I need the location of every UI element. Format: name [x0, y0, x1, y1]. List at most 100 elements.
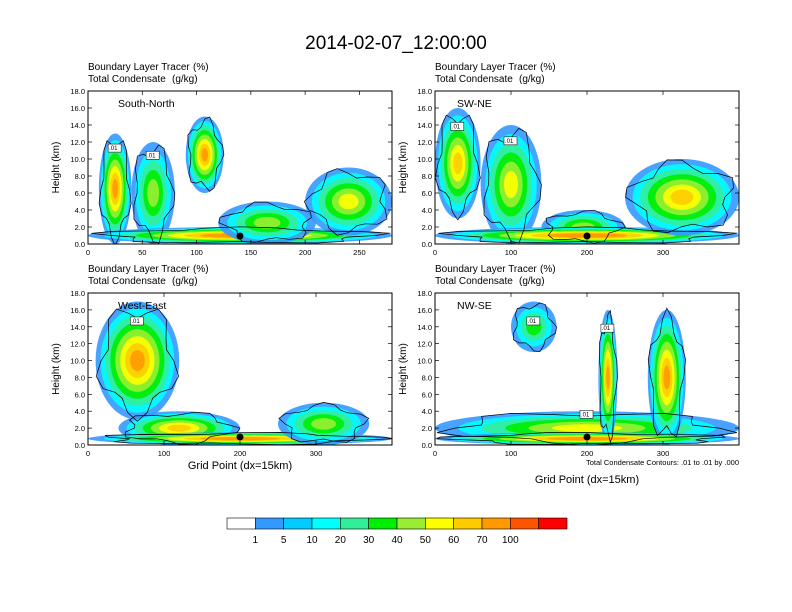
- y-axis: 0.0 2.0 4.0 6.0 8.0 10.0 12.0 14.0 16.0 18.0 Heigh…: [51, 289, 392, 450]
- x-axis-title: Grid Point (dx=15km): [535, 474, 639, 486]
- tracer-blob: [112, 179, 119, 199]
- y-tick-label: 8.0: [422, 373, 432, 382]
- tracer-blob: [167, 424, 192, 432]
- contour-label-box: [579, 410, 594, 419]
- panel-label: South-North: [118, 98, 175, 110]
- colorbar-swatch: [481, 517, 511, 530]
- tracer-blob: [311, 418, 337, 430]
- condensate-contour-line: [303, 168, 388, 236]
- panel-header: Boundary Layer Tracer (%) Total Condensate…: [88, 62, 209, 85]
- y-tick-label: 18.0: [417, 289, 432, 298]
- y-tick-label: 16.0: [417, 306, 432, 315]
- condensate-contour-line: [98, 140, 132, 244]
- colorbar-label: 1: [253, 535, 259, 546]
- contour-label: .01: [452, 124, 461, 130]
- panel-header: Boundary Layer Tracer (%) Total Condensate…: [435, 62, 556, 85]
- colorbar-label: 20: [335, 535, 347, 546]
- field-2-label: Total Condensate: [88, 276, 166, 287]
- panel-header: Boundary Layer Tracer (%) Total Condensate…: [88, 264, 209, 287]
- colorbar-swatch: [425, 517, 454, 530]
- panels-group: Boundary Layer Tracer (%)Total Condensate…: [51, 62, 740, 486]
- tracer-blob: [253, 216, 281, 229]
- y-tick-label: 18.0: [70, 289, 85, 298]
- condensate-contour-line: [124, 411, 241, 445]
- y-tick-label: 14.0: [70, 121, 85, 130]
- x-tick-label: 300: [657, 449, 670, 458]
- x-axis: 0 100 200 300: [433, 91, 669, 257]
- y-tick-label: 2.0: [75, 223, 85, 232]
- y-axis: 0.0 2.0 4.0 6.0 8.0 10.0 12.0 14.0 16.0 18.0 Heigh…: [398, 289, 739, 450]
- chart-panel-south-north: Boundary Layer Tracer (%) Total Condensate…: [51, 62, 393, 257]
- contour-label-box: [107, 143, 122, 153]
- y-tick-label: 0.0: [75, 441, 85, 450]
- condensate-contours: .01 .01 .01: [436, 302, 737, 445]
- x-axis: 0 100 200 300 Grid Point (dx=15km): [86, 293, 322, 472]
- contour-label-box: [130, 316, 144, 326]
- y-tick-label: 10.0: [70, 155, 85, 164]
- colorbar-swatch: [538, 517, 568, 530]
- chart-panel-west-east: Boundary Layer Tracer (%) Total Condensate…: [51, 264, 393, 472]
- x-tick-label: 0: [433, 449, 437, 458]
- x-tick-label: 100: [505, 248, 518, 257]
- x-tick-label: 50: [138, 248, 146, 257]
- contour-label: .01: [109, 146, 118, 152]
- y-tick-label: 12.0: [70, 340, 85, 349]
- y-tick-label: 0.0: [422, 240, 432, 249]
- y-tick-label: 14.0: [417, 323, 432, 332]
- x-tick-label: 200: [299, 248, 312, 257]
- location-marker: [236, 232, 244, 240]
- colorbar-swatch: [368, 517, 398, 530]
- field-1-units: (%): [540, 62, 556, 73]
- tracer-blob: [663, 365, 671, 390]
- y-axis: 0.0 2.0 4.0 6.0 8.0 10.0 12.0 14.0 16.0 18.0 Heigh…: [51, 87, 392, 249]
- panel-label: West-East: [118, 300, 166, 312]
- location-marker: [583, 433, 591, 441]
- tracer-blob: [606, 365, 610, 390]
- field-1-label: Boundary Layer Tracer: [88, 62, 190, 73]
- y-tick-label: 4.0: [75, 206, 85, 215]
- field-2-label: Total Condensate: [88, 74, 166, 85]
- colorbar-label: 100: [502, 535, 519, 546]
- y-tick-label: 10.0: [70, 357, 85, 366]
- y-tick-label: 14.0: [70, 323, 85, 332]
- tracer-field: [435, 301, 739, 445]
- condensate-contour-line: [218, 201, 312, 243]
- field-2-label: Total Condensate: [435, 74, 513, 85]
- x-tick-label: 100: [505, 449, 518, 458]
- y-tick-label: 2.0: [75, 424, 85, 433]
- field-1-label: Boundary Layer Tracer: [435, 62, 537, 73]
- contour-label-box: [145, 151, 160, 160]
- plot-frame: [87, 90, 393, 245]
- field-1-units: (%): [193, 264, 209, 275]
- y-tick-label: 0.0: [75, 240, 85, 249]
- y-tick-label: 14.0: [417, 121, 432, 130]
- y-tick-label: 6.0: [75, 189, 85, 198]
- colorbar-swatch: [340, 517, 369, 530]
- y-tick-label: 6.0: [422, 189, 432, 198]
- colorbar-label: 60: [448, 535, 460, 546]
- y-tick-label: 6.0: [422, 390, 432, 399]
- field-1-label: Boundary Layer Tracer: [88, 264, 190, 275]
- tracer-blob: [201, 148, 209, 162]
- y-tick-label: 4.0: [422, 407, 432, 416]
- chart-panel-nw-se: Boundary Layer Tracer (%) Total Condensate…: [398, 264, 740, 486]
- condensate-contours: .01 .01: [91, 116, 391, 244]
- x-tick-label: 250: [353, 248, 366, 257]
- y-tick-label: 4.0: [75, 407, 85, 416]
- y-tick-label: 2.0: [422, 424, 432, 433]
- y-axis-title: Height (km): [398, 343, 409, 395]
- contour-label-box: [503, 136, 518, 146]
- colorbar-swatch: [396, 517, 426, 530]
- y-tick-label: 16.0: [70, 104, 85, 113]
- field-1-units: (%): [193, 62, 209, 73]
- colorbar-swatch: [283, 517, 313, 530]
- panel-header: Boundary Layer Tracer (%) Total Condensate…: [435, 264, 556, 287]
- field-1-label: Boundary Layer Tracer: [435, 264, 537, 275]
- tracer-blob: [130, 350, 145, 371]
- y-axis-title: Height (km): [51, 142, 62, 194]
- x-tick-label: 150: [245, 248, 258, 257]
- condensate-contour-line: [647, 307, 686, 438]
- colorbar-swatch: [510, 517, 539, 530]
- contour-label: .01: [131, 319, 140, 325]
- location-marker: [236, 433, 244, 441]
